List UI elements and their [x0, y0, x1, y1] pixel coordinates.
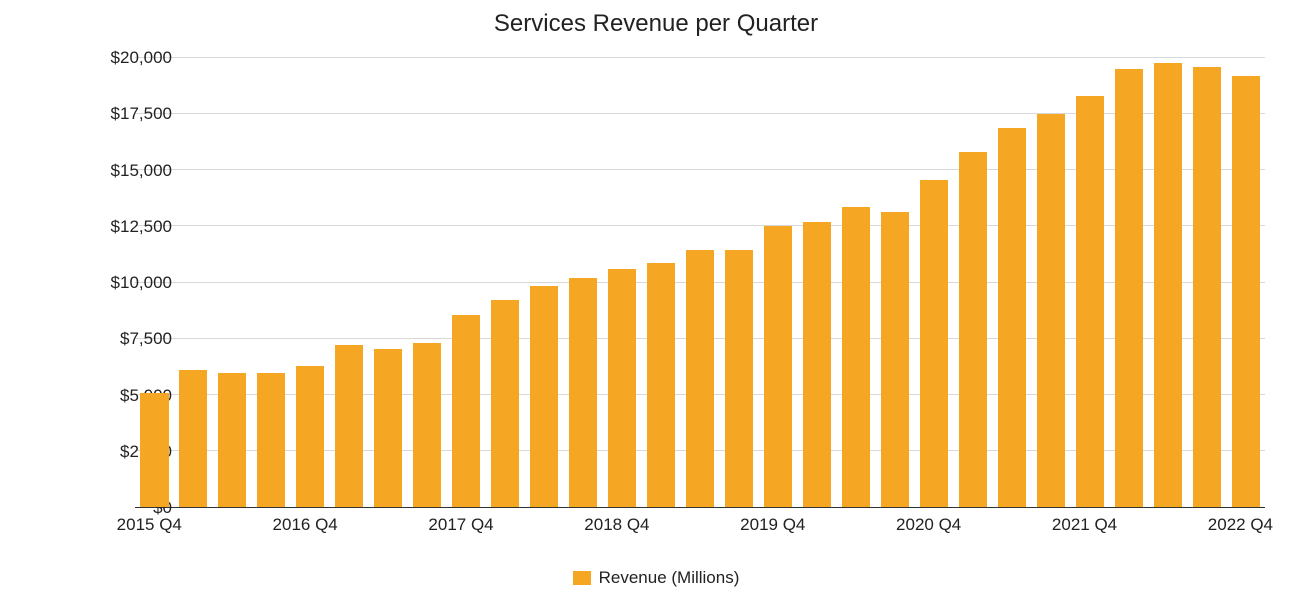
bar [413, 343, 441, 507]
bar [920, 180, 948, 507]
bar-slot: 2016 Q4 [291, 58, 330, 507]
bar-slot: 2015 Q4 [135, 58, 174, 507]
bar [1037, 114, 1065, 507]
bar-slot [408, 58, 447, 507]
bar [608, 269, 636, 507]
bar [959, 152, 987, 507]
bar [764, 226, 792, 507]
bar [491, 300, 519, 507]
bar-slot: 2021 Q4 [1070, 58, 1109, 507]
bar-slot [875, 58, 914, 507]
bar [881, 212, 909, 507]
bar-slot: 2017 Q4 [447, 58, 486, 507]
bar [998, 128, 1026, 507]
bar [647, 263, 675, 507]
bar-slot [213, 58, 252, 507]
bar-slot [1148, 58, 1187, 507]
x-axis-label: 2020 Q4 [896, 515, 961, 535]
bar-slot [330, 58, 369, 507]
chart-title: Services Revenue per Quarter [0, 10, 1312, 38]
bar-slot [1031, 58, 1070, 507]
bar-slot [720, 58, 759, 507]
bar-slot [642, 58, 681, 507]
bar [686, 250, 714, 507]
bar [140, 393, 168, 507]
x-axis-label: 2018 Q4 [584, 515, 649, 535]
bar-slot [252, 58, 291, 507]
bar-slot [486, 58, 525, 507]
bar [1076, 96, 1104, 507]
bar [452, 315, 480, 507]
x-axis-label: 2016 Q4 [273, 515, 338, 535]
bar [1115, 69, 1143, 507]
legend-swatch [573, 571, 591, 585]
x-axis-label: 2017 Q4 [428, 515, 493, 535]
bar [335, 345, 363, 507]
bar-slot [525, 58, 564, 507]
bar [803, 222, 831, 507]
bars-group: 2015 Q4 2016 Q4 2017 Q4 2018 Q4 2019 Q4 2020 … [135, 58, 1265, 507]
bar-slot: 2019 Q4 [759, 58, 798, 507]
bar [1154, 63, 1182, 508]
x-axis-label: 2022 Q4 [1208, 515, 1273, 535]
bar-slot [681, 58, 720, 507]
bar [1193, 67, 1221, 507]
bar-slot [797, 58, 836, 507]
bar-slot: 2022 Q4 [1226, 58, 1265, 507]
legend-label: Revenue (Millions) [599, 568, 740, 588]
bar [569, 278, 597, 507]
bar [374, 349, 402, 507]
bar [257, 373, 285, 507]
bar [218, 373, 246, 507]
x-axis-label: 2021 Q4 [1052, 515, 1117, 535]
x-axis-label: 2019 Q4 [740, 515, 805, 535]
bar-slot: 2020 Q4 [914, 58, 953, 507]
bar-slot [174, 58, 213, 507]
bar [725, 250, 753, 507]
bar-slot [369, 58, 408, 507]
bar-slot [992, 58, 1031, 507]
bar-slot [836, 58, 875, 507]
bar [296, 366, 324, 507]
bar [1232, 76, 1260, 507]
bar [842, 207, 870, 507]
legend: Revenue (Millions) [0, 568, 1312, 588]
bar-slot [1109, 58, 1148, 507]
chart-container: Services Revenue per Quarter 2015 Q4 2016… [0, 0, 1312, 601]
x-axis-label: 2015 Q4 [117, 515, 182, 535]
bar-slot [953, 58, 992, 507]
bar-slot [564, 58, 603, 507]
bar [179, 370, 207, 507]
bar [530, 286, 558, 507]
bar-slot: 2018 Q4 [603, 58, 642, 507]
plot-area: 2015 Q4 2016 Q4 2017 Q4 2018 Q4 2019 Q4 2020 … [135, 58, 1265, 508]
bar-slot [1187, 58, 1226, 507]
